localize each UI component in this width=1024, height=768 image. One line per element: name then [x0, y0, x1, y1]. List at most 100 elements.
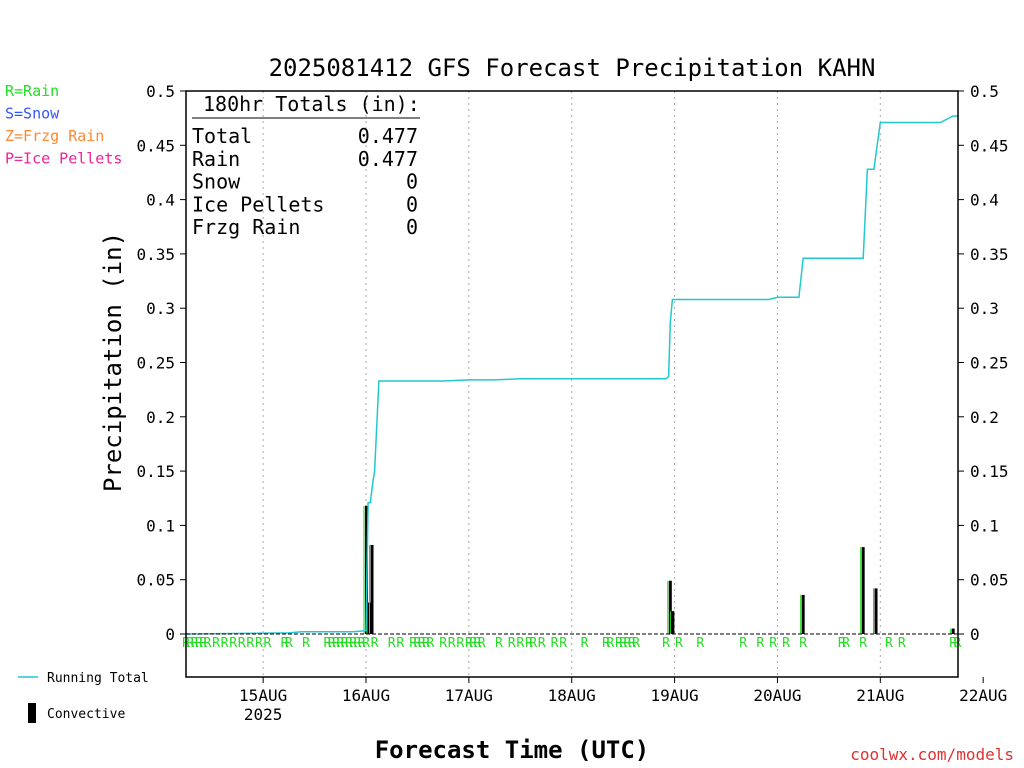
y-tick-label: 0.4: [970, 191, 999, 210]
y-tick-label: 0.3: [146, 299, 175, 318]
x-tick-label: 19AUG: [650, 686, 698, 705]
precip-type-letter: R: [474, 636, 482, 651]
totals-rows: Total 0.477 Rain 0.477 Snow 0 Ice Pellets 0 Frzg…: [192, 124, 418, 239]
precip-type-letter: R: [362, 636, 370, 651]
convective-bar: [801, 594, 805, 634]
convective-bar: [874, 588, 878, 634]
y-tick-label: 0.15: [136, 462, 175, 481]
legend-running-total: Running Total: [47, 671, 149, 686]
precip-type-letter: R: [332, 636, 340, 651]
precip-type-letter: R: [388, 636, 396, 651]
precip-type-letter: R: [538, 636, 546, 651]
precip-type-letter: R: [324, 636, 332, 651]
totals-label: Snow: [192, 170, 241, 194]
y-tick-label: 0.05: [136, 571, 175, 590]
precip-type-letter: R: [246, 636, 254, 651]
precip-type-letter: R: [559, 636, 567, 651]
precip-type-letter: R: [581, 636, 589, 651]
totals-label: Total: [192, 124, 252, 148]
precip-type-letter: R: [341, 636, 349, 651]
precip-type-letter: R: [885, 636, 893, 651]
precip-type-letter: R: [414, 636, 422, 651]
totals-value: 0: [406, 170, 418, 194]
totals-value: 0.477: [358, 147, 418, 171]
precip-type-letter: R: [696, 636, 704, 651]
precip-type-letter: R: [898, 636, 906, 651]
y-tick-label: 0.35: [136, 245, 175, 264]
precip-type-letter: R: [478, 636, 486, 651]
x-tick-label: 22AUG: [959, 686, 1007, 705]
y-tick-label: 0.45: [970, 136, 1009, 155]
precip-type-letter: R: [799, 636, 807, 651]
precip-type-letter: R: [842, 636, 850, 651]
credit-text: coolwx.com/models: [850, 745, 1014, 764]
x-tick-label: 17AUG: [445, 686, 493, 705]
precip-type-letter: R: [199, 636, 207, 651]
type-legend-item: R=Rain: [5, 82, 59, 100]
running-total-layer: [185, 115, 958, 635]
precip-type-letter: R: [508, 636, 516, 651]
x-tick-label: 18AUG: [548, 686, 596, 705]
precip-type-letter: R: [859, 636, 867, 651]
precip-type-letter: R: [349, 636, 357, 651]
x-axis-label: Forecast Time (UTC): [375, 736, 650, 764]
precip-type-letter: R: [838, 636, 846, 651]
y-tick-label: 0.2: [146, 408, 175, 427]
totals-label: Rain: [192, 147, 240, 171]
precip-type-letter: R: [456, 636, 464, 651]
precip-type-letter: R: [281, 636, 289, 651]
y-tick-label: 0.25: [970, 354, 1009, 373]
precip-type-letter: R: [782, 636, 790, 651]
precip-type-letter: R: [302, 636, 310, 651]
precip-type-letter: R: [354, 636, 362, 651]
convective-bar: [861, 547, 865, 634]
grid: [262, 91, 881, 677]
type-legend-item: P=Ice Pellets: [5, 150, 122, 168]
y-tick-label: 0.2: [970, 408, 999, 427]
precip-type-letter: R: [336, 636, 344, 651]
precip-type-letter: R: [662, 636, 670, 651]
precip-type-legend: R=Rain S=Snow Z=Frzg Rain P=Ice Pellets: [5, 82, 122, 168]
precip-type-letter: R: [229, 636, 237, 651]
precip-type-letter: R: [516, 636, 524, 651]
y-tick-label: 0.1: [146, 516, 175, 535]
totals-value: 0: [406, 192, 418, 216]
precip-type-letter: R: [255, 636, 263, 651]
precip-type-letter: R: [756, 636, 764, 651]
legend-bar-swatch: [28, 703, 36, 723]
precip-type-letter: R: [371, 636, 379, 651]
precip-type-letter: R: [624, 636, 632, 651]
y-tick-label: 0.35: [970, 245, 1009, 264]
precip-type-letter: R: [418, 636, 426, 651]
precip-type-letter: R: [409, 636, 417, 651]
precip-type-letter: R: [422, 636, 430, 651]
precip-type-letter: R: [186, 636, 194, 651]
totals-value: 0.477: [358, 124, 418, 148]
precip-type-letter: R: [628, 636, 636, 651]
y-tick-label: 0.1: [970, 516, 999, 535]
legend-convective: Convective: [47, 707, 125, 722]
precip-type-letter: R: [949, 636, 957, 651]
precip-type-letter: R: [739, 636, 747, 651]
precip-type-letter: R: [525, 636, 533, 651]
y-tick-label: 0.5: [970, 82, 999, 101]
totals-header: 180hr Totals (in):: [203, 92, 420, 116]
y-axis-right: 0 0.05 0.1 0.15 0.2 0.25 0.3 0.35 0.4 0.45 0.5: [958, 82, 1009, 644]
precip-type-letter: R: [396, 636, 404, 651]
precip-type-letter: R: [769, 636, 777, 651]
totals-label: Frzg Rain: [192, 215, 300, 239]
precip-type-letter: R: [212, 636, 220, 651]
running-total-line: [185, 115, 958, 635]
y-tick-label: 0.3: [970, 299, 999, 318]
precip-type-letter: R: [619, 636, 627, 651]
totals-label: Ice Pellets: [192, 192, 324, 216]
precip-type-letter: R: [495, 636, 503, 651]
precip-type-letter: R: [238, 636, 246, 651]
y-tick-label: 0.4: [146, 191, 175, 210]
precip-type-letter: R: [345, 636, 353, 651]
y-axis-left: 0 0.05 0.1 0.15 0.2 0.25 0.3 0.35 0.4 0.45 0.5: [136, 82, 186, 644]
precip-type-letter: R: [675, 636, 683, 651]
precip-type-letter: R: [264, 636, 272, 651]
x-tick-label: 21AUG: [856, 686, 904, 705]
